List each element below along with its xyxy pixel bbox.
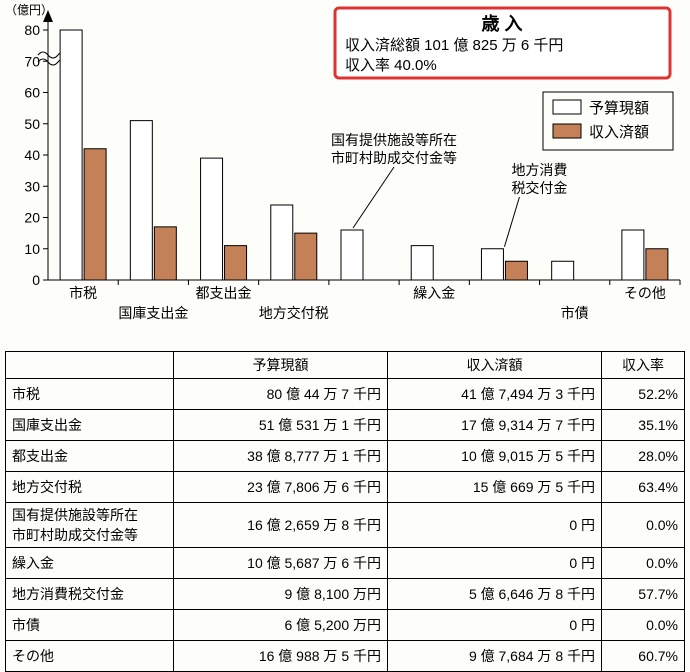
ytick-label: 20 [24, 210, 40, 226]
table-row: 市債6 億 5,200 万円0 円0.0% [6, 610, 685, 641]
bar-budget [130, 121, 152, 280]
row-value: 0.0% [602, 548, 685, 579]
bar-budget [201, 158, 223, 280]
row-label: 地方消費税交付金 [6, 579, 174, 610]
row-value: 0 円 [388, 503, 602, 548]
row-value: 28.0% [602, 441, 685, 472]
table-row: 国庫支出金51 億 531 万 1 千円17 億 9,314 万 7 千円35.… [6, 410, 685, 441]
bar-budget [552, 261, 574, 280]
row-value: 16 億 988 万 5 千円 [174, 641, 388, 672]
row-value: 60.7% [602, 641, 685, 672]
row-value: 0.0% [602, 503, 685, 548]
row-value: 38 億 8,777 万 1 千円 [174, 441, 388, 472]
row-value: 10 億 5,687 万 6 千円 [174, 548, 388, 579]
float-label: 地方消費 [511, 162, 567, 178]
bar-actual [505, 261, 527, 280]
row-value: 9 億 8,100 万円 [174, 579, 388, 610]
legend-swatch [553, 124, 581, 138]
row-value: 52.2% [602, 379, 685, 410]
row-value: 15 億 669 万 5 千円 [388, 472, 602, 503]
float-label: 国有提供施設等所在 [331, 132, 457, 148]
ytick-label: 0 [32, 272, 40, 288]
x-label: 国庫支出金 [118, 305, 188, 321]
bar-actual [225, 246, 247, 280]
ytick-label: 60 [24, 85, 40, 101]
row-value: 57.7% [602, 579, 685, 610]
row-value: 16 億 2,659 万 8 千円 [174, 503, 388, 548]
row-label: 繰入金 [6, 548, 174, 579]
x-label: その他 [624, 285, 666, 301]
x-label: 市債 [561, 305, 589, 321]
row-label: 市債 [6, 610, 174, 641]
summary-line: 収入率 40.0% [345, 57, 437, 74]
table-row: 地方消費税交付金9 億 8,100 万円5 億 6,646 万 8 千円57.7… [6, 579, 685, 610]
table-row: 国有提供施設等所在市町村助成交付金等16 億 2,659 万 8 千円0 円0.… [6, 503, 685, 548]
bar-budget [60, 30, 82, 280]
table-row: その他16 億 988 万 5 千円9 億 7,684 万 8 千円60.7% [6, 641, 685, 672]
col-header: 収入済額 [388, 352, 602, 379]
row-value: 17 億 9,314 万 7 千円 [388, 410, 602, 441]
revenue-table: 予算現額収入済額収入率 市税80 億 44 万 7 千円41 億 7,494 万… [5, 351, 685, 672]
row-value: 0.0% [602, 610, 685, 641]
bar-actual [646, 249, 668, 280]
row-value: 0 円 [388, 610, 602, 641]
bar-actual [154, 227, 176, 280]
bar-budget [622, 230, 644, 280]
row-value: 0 円 [388, 548, 602, 579]
row-label: 市税 [6, 379, 174, 410]
summary-line: 収入済総額 101 億 825 万 6 千円 [345, 37, 563, 54]
row-value: 5 億 6,646 万 8 千円 [388, 579, 602, 610]
ytick-label: 30 [24, 178, 40, 194]
row-label: 国庫支出金 [6, 410, 174, 441]
col-header [6, 352, 174, 379]
row-label: 国有提供施設等所在市町村助成交付金等 [6, 503, 174, 548]
ytick-label: 80 [24, 22, 40, 38]
bar-budget [271, 205, 293, 280]
row-label: 都支出金 [6, 441, 174, 472]
legend-label: 収入済額 [589, 124, 649, 141]
row-value: 41 億 7,494 万 3 千円 [388, 379, 602, 410]
table-row: 市税80 億 44 万 7 千円41 億 7,494 万 3 千円52.2% [6, 379, 685, 410]
ytick-label: 70 [24, 53, 40, 69]
row-value: 9 億 7,684 万 8 千円 [388, 641, 602, 672]
chart-title: 歳 入 [481, 14, 522, 34]
table-row: 繰入金10 億 5,687 万 6 千円0 円0.0% [6, 548, 685, 579]
ytick-label: 40 [24, 147, 40, 163]
row-value: 63.4% [602, 472, 685, 503]
ytick-label: 50 [24, 116, 40, 132]
row-value: 10 億 9,015 万 5 千円 [388, 441, 602, 472]
col-header: 予算現額 [174, 352, 388, 379]
table-row: 地方交付税23 億 7,806 万 6 千円15 億 669 万 5 千円63.… [6, 472, 685, 503]
x-label: 市税 [69, 285, 97, 301]
col-header: 収入率 [602, 352, 685, 379]
row-label: 地方交付税 [6, 472, 174, 503]
x-label: 地方交付税 [259, 305, 329, 321]
legend-swatch [553, 100, 581, 114]
y-unit-label: （億円） [5, 3, 53, 17]
table-row: 都支出金38 億 8,777 万 1 千円10 億 9,015 万 5 千円28… [6, 441, 685, 472]
x-label: 繰入金 [413, 285, 455, 301]
x-label: 都支出金 [196, 285, 252, 301]
float-label: 税交付金 [511, 180, 567, 196]
row-value: 51 億 531 万 1 千円 [174, 410, 388, 441]
legend-label: 予算現額 [589, 99, 649, 117]
bar-actual [84, 149, 106, 280]
ytick-label: 10 [24, 241, 40, 257]
bar-budget [411, 246, 433, 280]
float-label: 市町村助成交付金等 [331, 150, 457, 166]
row-value: 80 億 44 万 7 千円 [174, 379, 388, 410]
row-value: 23 億 7,806 万 6 千円 [174, 472, 388, 503]
bar-budget [341, 230, 363, 280]
row-value: 35.1% [602, 410, 685, 441]
row-label: その他 [6, 641, 174, 672]
row-value: 6 億 5,200 万円 [174, 610, 388, 641]
revenue-bar-chart: 0 10 20 30 40 50 60 70 80 （億円） 市税国庫支出金都支出金地方交付税 繰入金… [0, 0, 690, 350]
bar-budget [481, 249, 503, 280]
bar-actual [295, 233, 317, 280]
